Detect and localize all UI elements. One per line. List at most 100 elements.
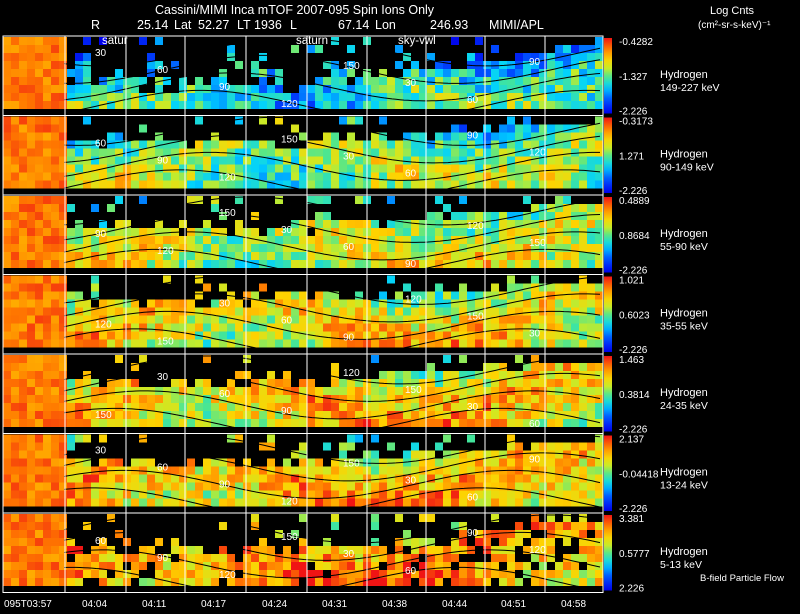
data-cell <box>27 291 35 300</box>
data-cell <box>475 419 483 427</box>
data-cell <box>251 570 259 578</box>
data-cell <box>291 260 299 268</box>
data-cell <box>11 482 19 491</box>
data-cell <box>83 490 91 499</box>
data-cell <box>67 546 75 554</box>
data-cell <box>59 570 67 578</box>
chart-title: Cassini/MIMI Inca mTOF 2007-095 Spin Ion… <box>155 3 435 17</box>
data-cell <box>403 148 411 157</box>
contour-label: 150 <box>343 459 360 470</box>
data-cell <box>251 252 259 260</box>
data-cell <box>99 93 107 101</box>
data-cell <box>187 482 195 491</box>
r-value: 25.14 <box>137 18 168 32</box>
data-cell <box>163 578 171 586</box>
data-cell <box>235 371 243 379</box>
data-cell <box>99 228 107 236</box>
contour-label: 30 <box>281 225 293 236</box>
data-cell <box>323 196 331 204</box>
data-cell <box>539 570 547 578</box>
data-cell <box>403 339 411 348</box>
data-cell <box>459 562 467 570</box>
data-cell <box>11 379 19 387</box>
data-cell <box>35 307 43 316</box>
data-cell <box>163 490 171 499</box>
data-cell <box>595 244 603 252</box>
data-cell <box>83 69 91 77</box>
data-cell <box>571 291 579 300</box>
data-cell <box>315 228 323 236</box>
data-cell <box>563 474 571 483</box>
data-cell <box>91 85 99 93</box>
data-cell <box>403 140 411 149</box>
data-cell <box>403 172 411 181</box>
data-cell <box>27 339 35 348</box>
data-cell <box>347 474 355 483</box>
data-cell <box>507 124 515 133</box>
data-cell <box>27 228 35 236</box>
data-cell <box>395 570 403 578</box>
data-cell <box>179 101 187 109</box>
data-cell <box>315 180 323 189</box>
data-cell <box>499 570 507 578</box>
data-cell <box>91 379 99 387</box>
data-cell <box>19 331 27 340</box>
data-cell <box>35 363 43 371</box>
data-cell <box>123 228 131 236</box>
contour-label: 150 <box>95 410 112 421</box>
data-cell <box>179 93 187 101</box>
data-cell <box>59 45 67 53</box>
data-cell <box>35 450 43 459</box>
data-cell <box>35 85 43 93</box>
data-cell <box>419 85 427 93</box>
data-cell <box>251 69 259 77</box>
data-cell <box>19 283 27 292</box>
data-cell <box>339 180 347 189</box>
data-cell <box>587 93 595 101</box>
data-cell <box>171 466 179 475</box>
data-cell <box>11 419 19 427</box>
data-cell <box>563 299 571 308</box>
data-cell <box>331 546 339 554</box>
data-cell <box>403 578 411 586</box>
data-cell <box>579 331 587 340</box>
data-cell <box>411 450 419 459</box>
data-cell <box>299 85 307 93</box>
data-cell <box>123 220 131 228</box>
data-cell <box>227 252 235 260</box>
data-cell <box>123 156 131 165</box>
data-cell <box>571 323 579 332</box>
data-cell <box>251 546 259 554</box>
data-cell <box>147 490 155 499</box>
data-cell <box>203 323 211 332</box>
panel-7-colorbar <box>604 515 612 591</box>
data-cell <box>515 419 523 427</box>
data-cell <box>491 403 499 411</box>
data-cell <box>515 339 523 348</box>
data-cell <box>59 124 67 133</box>
data-cell <box>475 244 483 252</box>
data-cell <box>595 379 603 387</box>
data-cell <box>331 101 339 109</box>
data-cell <box>547 371 555 379</box>
data-cell <box>307 315 315 324</box>
data-cell <box>515 172 523 181</box>
data-cell <box>139 403 147 411</box>
data-cell <box>275 228 283 236</box>
data-cell <box>427 411 435 419</box>
data-cell <box>331 156 339 165</box>
contour-label: 120 <box>467 221 484 232</box>
data-cell <box>299 419 307 427</box>
data-cell <box>11 403 19 411</box>
data-cell <box>459 196 467 204</box>
data-cell <box>459 355 467 363</box>
data-cell <box>299 228 307 236</box>
data-cell <box>539 331 547 340</box>
data-cell <box>259 387 267 395</box>
data-cell <box>419 148 427 157</box>
data-cell <box>523 283 531 292</box>
data-cell <box>387 490 395 499</box>
data-cell <box>595 363 603 371</box>
panel-energy-label: 55-90 keV <box>660 241 708 253</box>
